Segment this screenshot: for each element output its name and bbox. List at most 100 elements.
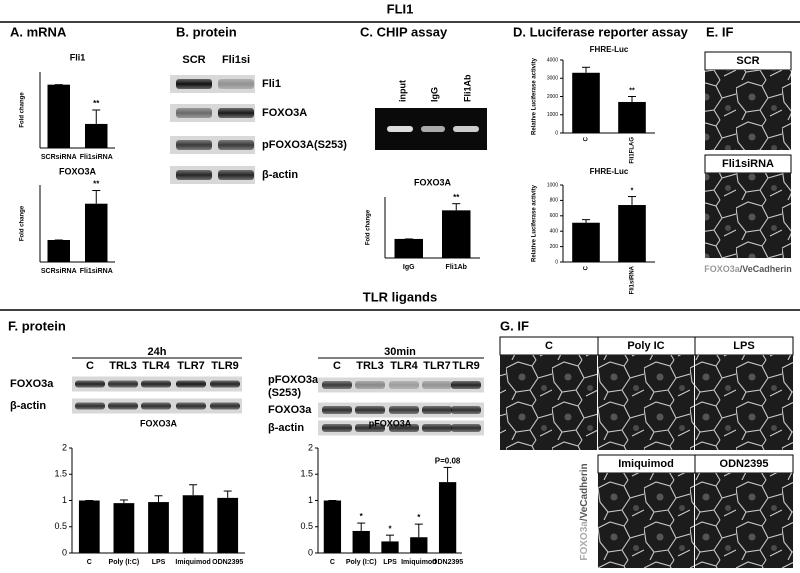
bar	[323, 500, 342, 553]
lane-label: TRL3	[109, 360, 137, 372]
lane-label: Fli1Ab	[462, 74, 472, 102]
blot-band	[451, 424, 481, 432]
y-tick-label: 1.5	[54, 469, 67, 479]
annotation: *	[631, 187, 634, 194]
gel-band	[453, 126, 479, 132]
y-axis-label: Fold change	[366, 209, 372, 245]
panel-label: C. CHIP assay	[360, 24, 448, 39]
panel-label: G. IF	[500, 318, 529, 333]
blot-band	[75, 380, 105, 388]
figure-title: FLI1	[387, 1, 414, 16]
y-tick-label: 0	[555, 259, 558, 265]
if-grid	[499, 336, 794, 568]
x-tick-label: SCRsiRNA	[41, 268, 77, 275]
bar	[113, 503, 135, 553]
blot-band	[355, 424, 385, 432]
x-tick-label: C	[584, 136, 590, 141]
y-tick-label: 0.5	[54, 521, 67, 531]
row-label: pFOXO3a	[268, 374, 319, 386]
y-tick-label: 0.5	[300, 521, 313, 531]
bar	[78, 500, 100, 553]
panel-label: B. protein	[176, 24, 237, 39]
lane-label: TLR7	[177, 360, 205, 372]
if-image	[695, 355, 793, 450]
y-tick-label: 2	[308, 442, 313, 452]
lane-label: Fli1si	[222, 54, 250, 66]
gel-band	[421, 126, 445, 132]
bar-chart: FOXO3A 0 0.5 1 1.5 2 C Poly (I:C) LPS Imiquimod OD…	[54, 418, 245, 566]
row-label: (S253)	[268, 387, 301, 399]
x-tick-label: SCRsiRNA	[41, 154, 77, 161]
lane-label: C	[86, 360, 94, 372]
blot-band	[389, 424, 419, 432]
blot-band	[176, 108, 212, 118]
stain: /VeCadherin	[579, 463, 590, 521]
y-tick-label: 2000	[547, 94, 558, 100]
y-tick-label: 600	[550, 213, 559, 219]
x-tick-label: Fli1siRNA	[80, 154, 113, 161]
bar	[442, 210, 471, 258]
chart-title: FOXO3A	[59, 166, 97, 176]
row-label: β-actin	[262, 169, 298, 181]
bar	[618, 101, 646, 133]
row-label: FOXO3a	[10, 378, 54, 390]
y-axis-label: Fold change	[20, 92, 26, 128]
bar	[85, 203, 108, 262]
annotation: **	[629, 87, 635, 94]
gel-band	[387, 126, 413, 132]
x-tick-label: C	[330, 559, 335, 566]
lane-label: SCR	[182, 54, 205, 66]
y-tick-label: 0	[555, 130, 558, 136]
stain-caption: FOXO3a/VeCadherin	[579, 463, 590, 560]
y-tick-label: 1	[308, 495, 313, 505]
x-tick-label: Fli1siRNA	[630, 265, 636, 294]
blot-band	[322, 381, 352, 389]
lane-label: TRL3	[356, 360, 384, 372]
x-tick-label: Imiquimod	[175, 559, 210, 566]
y-axis-label: Relative Luciferase activity	[532, 57, 538, 135]
if-image	[705, 173, 791, 258]
blot-band	[210, 402, 240, 410]
annotation: **	[93, 180, 100, 189]
blot-band	[108, 402, 138, 410]
row-label: pFOXO3A(S253)	[262, 139, 347, 151]
lane-label: input	[397, 80, 407, 102]
bar	[85, 123, 108, 148]
blot-band	[218, 170, 254, 180]
blot-band	[176, 140, 212, 150]
blot-band	[141, 402, 171, 410]
annotation: *	[360, 512, 364, 521]
y-tick-label: 2	[62, 442, 67, 452]
bar-chart: FOXO3A Fold change IgG ** Fli1Ab	[366, 177, 480, 271]
lane-label: IgG	[429, 87, 439, 102]
bar	[217, 497, 239, 553]
annotation: P=0.08	[435, 457, 461, 466]
bar	[352, 530, 370, 553]
time-label: 24h	[148, 346, 167, 358]
y-tick-label: 1	[62, 495, 67, 505]
bar	[381, 541, 399, 553]
lane-label: TLR7	[423, 360, 451, 372]
x-tick-label: Poly (I:C)	[346, 559, 377, 566]
blot-band	[176, 79, 212, 89]
bar-chart: FHRE-Luc Relative Luciferase activity 0 100…	[532, 45, 655, 164]
blot-band	[322, 406, 352, 414]
y-tick-label: 1000	[547, 112, 558, 118]
section-title: TLR ligands	[363, 289, 437, 304]
y-tick-label: 800	[550, 198, 559, 204]
bar	[47, 84, 70, 148]
x-tick-label: C	[87, 559, 92, 566]
y-axis-label: Fold change	[20, 205, 26, 241]
chart-title: FOXO3A	[414, 177, 452, 187]
if-image	[598, 473, 694, 568]
if-image	[500, 355, 597, 450]
blot-band	[389, 381, 419, 389]
row-label: β-actin	[10, 400, 46, 412]
blot-band	[322, 424, 352, 432]
image-label: C	[545, 340, 553, 352]
bar-chart: Fli1 Fold change SCRsiRNA ** Fli1siRNA	[20, 52, 115, 161]
blot-band	[422, 381, 452, 389]
bar-chart: FOXO3A Fold change SCRsiRNA ** Fli1siRNA	[20, 166, 115, 275]
x-tick-label: LPS	[152, 559, 166, 566]
